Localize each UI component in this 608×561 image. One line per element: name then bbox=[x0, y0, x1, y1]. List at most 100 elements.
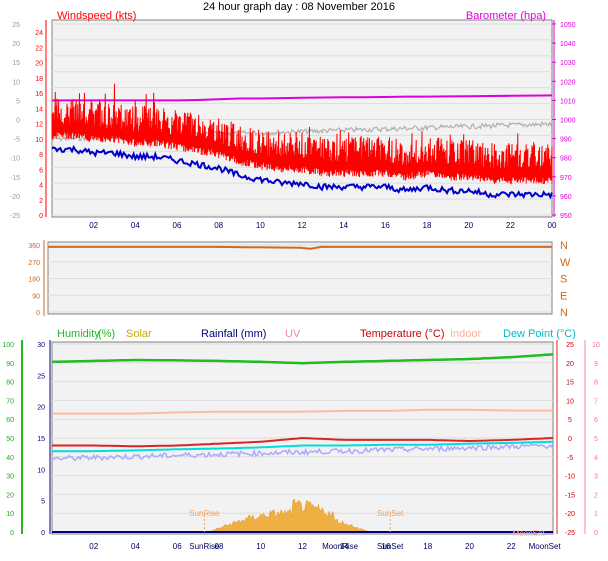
humidity-unit-label: (%) bbox=[98, 328, 115, 340]
tick-label: 980 bbox=[560, 156, 572, 163]
tick-label: 2 bbox=[594, 492, 598, 499]
x-tick-label: 08 bbox=[215, 542, 224, 551]
tick-label: 40 bbox=[6, 455, 14, 462]
climate-x-axis: 02 04 06 08 10 12 14 16 18 20 22 SunRise MoonRise Sun… bbox=[89, 542, 561, 551]
tick-label: 20 bbox=[566, 361, 574, 368]
wind-average-line bbox=[51, 144, 553, 200]
x-tick-label: 22 bbox=[507, 542, 516, 551]
x-tick-label: 10 bbox=[256, 542, 265, 551]
tick-label: 5 bbox=[16, 98, 20, 105]
tick-label: -20 bbox=[10, 194, 20, 201]
tick-label: 10 bbox=[566, 398, 574, 405]
tick-label: 970 bbox=[560, 175, 572, 182]
tick-label: 20 bbox=[6, 492, 14, 499]
tick-label: -25 bbox=[565, 530, 575, 537]
tick-label: -5 bbox=[14, 137, 20, 144]
tick-label: 70 bbox=[6, 398, 14, 405]
dewpoint-line bbox=[52, 440, 553, 453]
tick-label: E bbox=[560, 290, 567, 302]
indoor-line bbox=[52, 408, 553, 415]
humidity-label: Humidity bbox=[57, 328, 100, 340]
tick-label: 02 bbox=[89, 221, 98, 230]
tick-label: 1010 bbox=[560, 98, 576, 105]
solar-area bbox=[208, 498, 370, 533]
tick-label: -15 bbox=[565, 492, 575, 499]
tick-label: 0 bbox=[568, 436, 572, 443]
tick-label: 1040 bbox=[560, 41, 576, 48]
tick-label: W bbox=[560, 257, 571, 269]
tick-label: 950 bbox=[560, 213, 572, 220]
indoor-label: Indoor bbox=[450, 328, 482, 340]
tick-label: 24 bbox=[35, 30, 43, 37]
tick-label: 14 bbox=[339, 221, 348, 230]
tick-label: 25 bbox=[37, 373, 45, 380]
tick-label: 100 bbox=[2, 342, 14, 349]
barometer-label: Barometer (hpa) bbox=[466, 10, 546, 22]
tick-label: 15 bbox=[37, 436, 45, 443]
sunset-label: SunSet bbox=[377, 509, 404, 518]
tick-label: 1000 bbox=[560, 118, 576, 125]
tick-label: 18 bbox=[423, 221, 432, 230]
tick-label: 5 bbox=[41, 499, 45, 506]
rainfall-axis: 30 25 20 15 10 5 0 bbox=[37, 340, 51, 537]
tick-label: 25 bbox=[566, 342, 574, 349]
tick-label: 7 bbox=[594, 398, 598, 405]
tick-label: 6 bbox=[39, 167, 43, 174]
graph-title: 24 hour graph day : 08 November 2016 bbox=[203, 1, 395, 13]
moonset-axis-label: MoonSet bbox=[529, 542, 562, 551]
tick-label: 90 bbox=[32, 293, 40, 300]
tick-label: 20 bbox=[12, 41, 20, 48]
tick-label: 0 bbox=[594, 530, 598, 537]
rainfall-label: Rainfall (mm) bbox=[201, 328, 266, 340]
x-tick-label: 02 bbox=[89, 542, 98, 551]
tick-label: 10 bbox=[6, 511, 14, 518]
windspeed-label: Windspeed (kts) bbox=[57, 10, 136, 22]
windspeed-line bbox=[51, 83, 553, 185]
tick-label: 16 bbox=[35, 91, 43, 98]
tick-label: 14 bbox=[35, 106, 43, 113]
tick-label: 4 bbox=[594, 455, 598, 462]
tick-label: 50 bbox=[6, 436, 14, 443]
x-tick-label: 14 bbox=[340, 542, 349, 551]
tick-label: 20 bbox=[37, 405, 45, 412]
tick-label: 4 bbox=[39, 183, 43, 190]
solar-label: Solar bbox=[126, 328, 152, 340]
tick-label: N bbox=[560, 240, 568, 252]
moonset-label: MoonSet bbox=[513, 529, 546, 538]
tick-label: 0 bbox=[36, 310, 40, 317]
tick-label: 20 bbox=[35, 61, 43, 68]
tick-label: 0 bbox=[39, 213, 43, 220]
x-tick-label: 06 bbox=[173, 542, 182, 551]
tick-label: 1020 bbox=[560, 79, 576, 86]
tick-label: 18 bbox=[35, 76, 43, 83]
tick-label: 90 bbox=[6, 361, 14, 368]
tick-label: 990 bbox=[560, 137, 572, 144]
tick-label: 10 bbox=[12, 79, 20, 86]
tick-label: 10 bbox=[37, 467, 45, 474]
uv-label: UV bbox=[285, 328, 301, 340]
tick-label: 00 bbox=[548, 221, 557, 230]
tick-label: 22 bbox=[35, 45, 43, 52]
humidity-line bbox=[51, 353, 554, 365]
tick-label: 1 bbox=[594, 511, 598, 518]
tick-label: -5 bbox=[567, 455, 573, 462]
tick-label: -10 bbox=[565, 474, 575, 481]
tick-label: 15 bbox=[566, 380, 574, 387]
x-tick-label: 04 bbox=[131, 542, 140, 551]
moonrise-axis-label: MoonRise bbox=[322, 542, 359, 551]
tick-label: 3 bbox=[594, 474, 598, 481]
x-tick-label: 12 bbox=[298, 542, 307, 551]
tick-label: 25 bbox=[12, 22, 20, 29]
tick-label: 30 bbox=[37, 342, 45, 349]
tick-label: 8 bbox=[39, 152, 43, 159]
sunrise-axis-label: SunRise bbox=[189, 542, 220, 551]
tick-label: -15 bbox=[10, 175, 20, 182]
tick-label: 180 bbox=[28, 277, 40, 284]
wind-left-outer-axis: 25 20 15 10 5 0 -5 -10 -15 -20 -25 bbox=[10, 22, 20, 220]
tick-label: N bbox=[560, 307, 568, 319]
tick-label: 22 bbox=[506, 221, 515, 230]
